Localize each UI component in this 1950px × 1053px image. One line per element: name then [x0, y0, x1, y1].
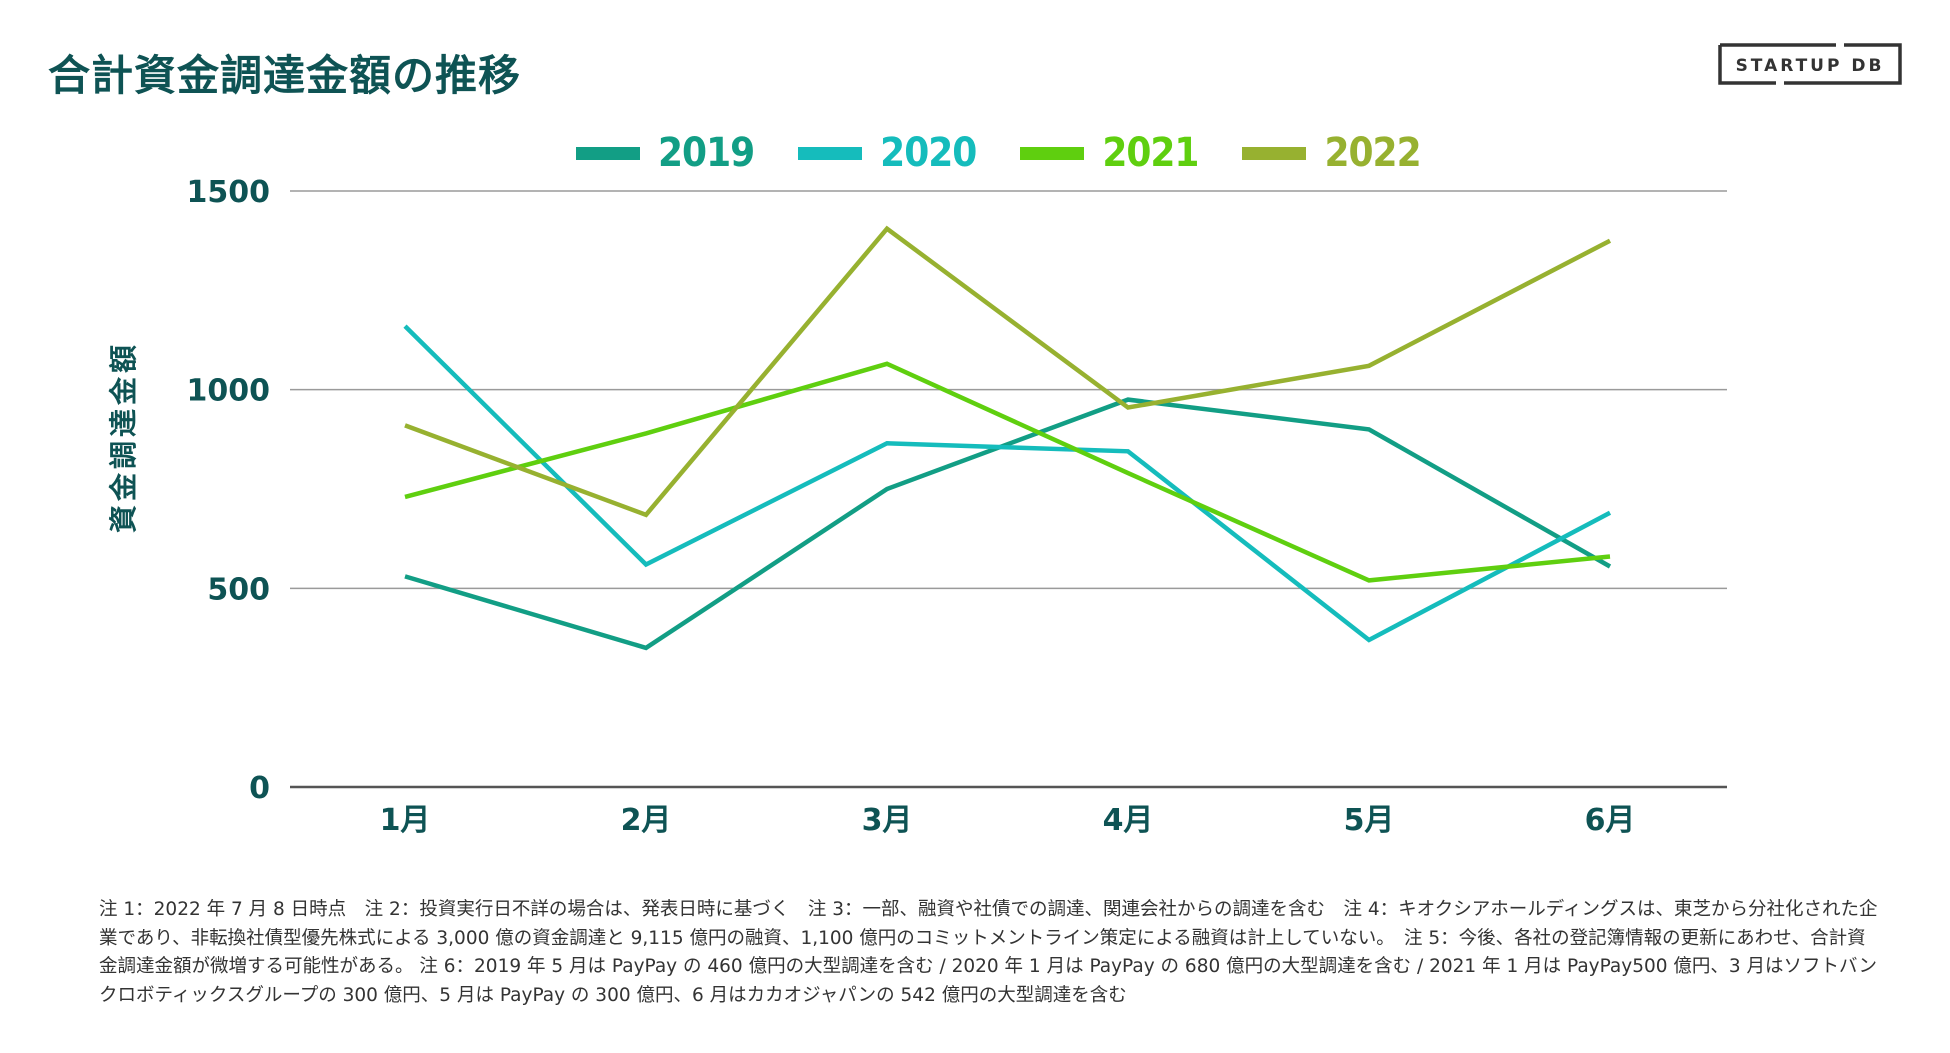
- x-tick-label: 4月: [1103, 803, 1154, 838]
- y-tick-label: 1000: [187, 374, 271, 409]
- page-title: 合計資金調達金額の推移: [48, 51, 522, 100]
- y-tick-label: 1500: [187, 175, 271, 210]
- line-chart: 2019 2020 2021 2022 資金調達金額 0 500 1000 1500 1月 2月…: [107, 128, 1727, 838]
- legend-label: 2021: [1102, 130, 1199, 176]
- y-tick-label: 500: [207, 572, 270, 607]
- x-tick-label: 2月: [621, 803, 672, 838]
- series-line-2020: [403, 324, 1612, 643]
- startup-db-logo: STARTUP DB: [1718, 43, 1902, 85]
- y-tick-label: 0: [249, 771, 270, 806]
- x-tick-label: 5月: [1344, 803, 1395, 838]
- legend-item-2020: 2020: [798, 130, 977, 176]
- legend-label: 2019: [658, 130, 755, 176]
- legend-swatch: [1020, 146, 1085, 160]
- series-line-2022: [404, 225, 1612, 518]
- legend-swatch: [576, 146, 640, 160]
- legend-swatch: [798, 146, 863, 160]
- legend-item-2019: 2019: [576, 130, 755, 176]
- logo-text: STARTUP DB: [1736, 56, 1885, 76]
- x-tick-label: 1月: [380, 803, 431, 838]
- legend-label: 2020: [880, 130, 977, 176]
- chart-plot: 0 500 1000 1500 1月 2月 3月 4月 5月 6月: [187, 175, 1727, 838]
- legend: 2019 2020 2021 2022: [576, 128, 1465, 178]
- legend-label: 2022: [1324, 130, 1421, 176]
- series-line-2021: [404, 361, 1611, 583]
- x-tick-label: 3月: [862, 803, 913, 838]
- legend-item-2021: 2021: [1020, 130, 1199, 176]
- footnotes: 注 1：2022 年 7 月 8 日時点 注 2：投資実行日不詳の場合は、発表日…: [99, 899, 1878, 1006]
- series-line-2019: [404, 397, 1612, 651]
- legend-item-2022: 2022: [1242, 130, 1422, 176]
- legend-swatch: [1242, 146, 1307, 160]
- x-tick-label: 6月: [1585, 803, 1636, 838]
